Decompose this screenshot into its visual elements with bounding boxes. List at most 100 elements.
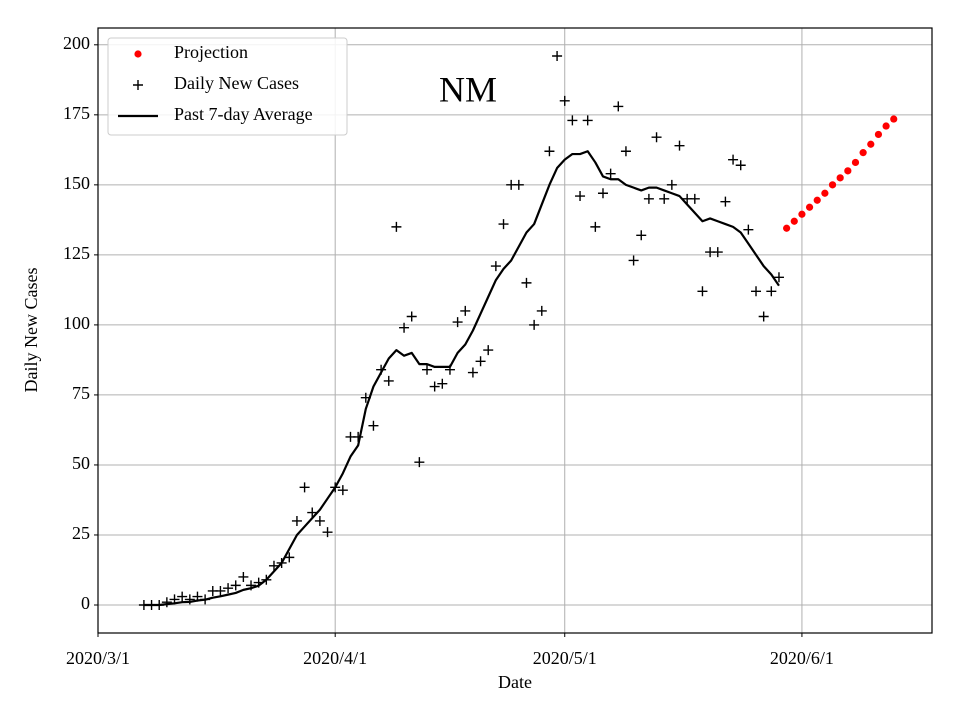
case-marker bbox=[291, 515, 302, 526]
case-marker bbox=[383, 375, 394, 386]
legend: Projection Daily New Cases Past 7-day Aver… bbox=[107, 37, 348, 136]
x-tick-label: 2020/4/1 bbox=[303, 648, 367, 668]
case-marker bbox=[268, 560, 279, 571]
case-marker bbox=[628, 255, 639, 266]
case-marker bbox=[712, 247, 723, 258]
projection-point bbox=[790, 217, 798, 225]
y-axis-label: Daily New Cases bbox=[21, 268, 41, 393]
case-marker bbox=[751, 286, 762, 297]
case-marker bbox=[666, 179, 677, 190]
case-marker bbox=[521, 277, 532, 288]
y-tick-label: 50 bbox=[72, 453, 90, 473]
case-marker bbox=[597, 188, 608, 199]
legend-marker bbox=[134, 50, 142, 58]
projection-point bbox=[813, 196, 821, 204]
case-marker bbox=[475, 356, 486, 367]
projection-point bbox=[805, 203, 814, 211]
case-marker bbox=[422, 364, 433, 375]
case-marker bbox=[437, 378, 448, 389]
case-marker bbox=[322, 527, 333, 538]
y-tick-label: 200 bbox=[63, 33, 90, 53]
case-marker bbox=[735, 160, 746, 171]
x-tick-label: 2020/5/1 bbox=[533, 648, 597, 668]
case-marker bbox=[460, 305, 471, 316]
case-marker bbox=[613, 101, 624, 112]
case-marker bbox=[284, 552, 295, 563]
case-marker bbox=[406, 311, 417, 322]
legend-label: Projection bbox=[174, 42, 248, 62]
projection-point bbox=[890, 115, 898, 123]
case-marker bbox=[307, 507, 318, 518]
case-marker bbox=[605, 168, 616, 179]
legend-label: Daily New Cases bbox=[174, 73, 299, 93]
case-marker bbox=[215, 585, 226, 596]
case-marker bbox=[743, 224, 754, 235]
case-marker bbox=[536, 305, 547, 316]
projection-point bbox=[798, 210, 806, 218]
case-marker bbox=[728, 154, 739, 165]
case-marker bbox=[559, 95, 570, 106]
case-marker bbox=[575, 191, 586, 202]
x-tick-label: 2020/6/1 bbox=[770, 648, 834, 668]
case-marker bbox=[299, 482, 310, 493]
x-tick-label: 2020/3/1 bbox=[66, 648, 130, 668]
case-marker bbox=[238, 571, 249, 582]
case-marker bbox=[368, 420, 379, 431]
chart-title: NM bbox=[439, 69, 497, 109]
case-marker bbox=[674, 140, 685, 151]
projection-point bbox=[859, 149, 867, 157]
average-line bbox=[143, 150, 780, 607]
case-marker bbox=[414, 457, 425, 468]
case-marker bbox=[483, 345, 494, 356]
case-marker bbox=[552, 51, 563, 62]
projection-point bbox=[882, 122, 890, 130]
axes-frame bbox=[97, 27, 933, 634]
legend-marker bbox=[133, 80, 143, 90]
case-marker bbox=[643, 193, 654, 204]
y-tick-label: 0 bbox=[81, 593, 90, 613]
projection-point bbox=[874, 130, 883, 139]
case-marker bbox=[529, 319, 540, 330]
case-marker bbox=[452, 317, 463, 328]
case-marker bbox=[490, 261, 501, 272]
case-marker bbox=[697, 286, 708, 297]
case-marker bbox=[161, 597, 172, 608]
case-marker bbox=[391, 221, 402, 232]
legend-box bbox=[107, 37, 348, 136]
plot-area bbox=[138, 51, 898, 610]
y-tick-label: 125 bbox=[63, 243, 90, 263]
case-marker bbox=[498, 219, 509, 230]
y-tick-label: 75 bbox=[72, 383, 90, 403]
case-marker bbox=[689, 193, 700, 204]
case-marker bbox=[582, 115, 593, 126]
case-marker bbox=[467, 367, 478, 378]
case-marker bbox=[567, 115, 578, 126]
y-tick-label: 175 bbox=[63, 103, 90, 123]
case-marker bbox=[651, 132, 662, 143]
case-marker bbox=[513, 179, 524, 190]
case-marker bbox=[758, 311, 769, 322]
projection-point bbox=[844, 167, 852, 175]
y-tick-label: 25 bbox=[72, 523, 90, 543]
x-axis-label: Date bbox=[498, 672, 532, 692]
y-tick-label: 100 bbox=[63, 313, 90, 333]
case-marker bbox=[223, 583, 234, 594]
case-marker bbox=[399, 322, 410, 333]
case-marker bbox=[429, 381, 440, 392]
case-marker bbox=[544, 146, 555, 157]
case-marker bbox=[230, 580, 241, 591]
projection-point bbox=[867, 140, 875, 148]
projection-point bbox=[821, 189, 829, 197]
case-marker bbox=[177, 591, 188, 602]
projection-point bbox=[783, 224, 791, 232]
case-marker bbox=[620, 146, 631, 157]
case-marker bbox=[314, 515, 325, 526]
case-marker bbox=[720, 196, 731, 207]
case-marker bbox=[590, 221, 601, 232]
projection-point bbox=[836, 174, 844, 182]
legend-label: Past 7-day Average bbox=[174, 104, 313, 124]
projection-point bbox=[828, 181, 837, 189]
case-marker bbox=[636, 230, 647, 241]
y-tick-label: 150 bbox=[63, 173, 90, 193]
